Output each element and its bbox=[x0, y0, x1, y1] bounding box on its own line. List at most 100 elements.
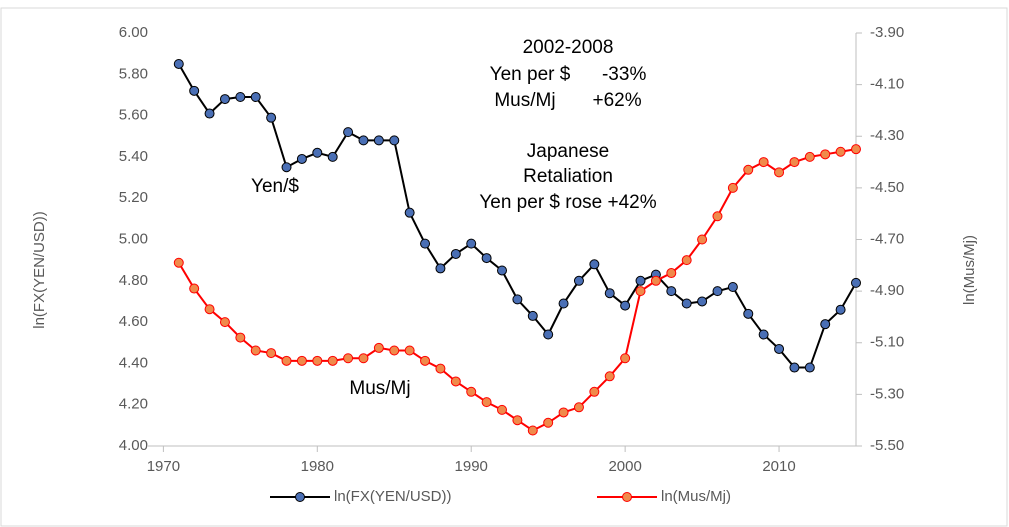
point bbox=[266, 348, 277, 359]
point bbox=[650, 275, 661, 286]
y-tick-label: 4.20 bbox=[119, 396, 148, 413]
point bbox=[681, 298, 692, 309]
legend-label: ln(FX(YEN/USD)) bbox=[334, 488, 452, 505]
point bbox=[219, 94, 230, 105]
point bbox=[296, 355, 307, 366]
point bbox=[466, 386, 477, 397]
x-tick-label: 2010 bbox=[762, 458, 795, 475]
point bbox=[635, 286, 646, 297]
annotation: Yen per $ rose +42% bbox=[479, 192, 656, 213]
point bbox=[420, 238, 431, 249]
point bbox=[743, 164, 754, 175]
y-tick-label: 5.00 bbox=[119, 230, 148, 247]
point bbox=[435, 363, 446, 374]
point bbox=[481, 397, 492, 408]
point bbox=[820, 149, 831, 160]
point bbox=[312, 355, 323, 366]
point bbox=[835, 304, 846, 315]
point bbox=[219, 317, 230, 328]
point bbox=[250, 345, 261, 356]
legend-marker bbox=[622, 492, 632, 502]
point bbox=[512, 415, 523, 426]
point bbox=[697, 234, 708, 245]
y-tick-label: 5.80 bbox=[119, 65, 148, 82]
point bbox=[697, 296, 708, 307]
y-tick-label: 4.80 bbox=[119, 272, 148, 289]
point bbox=[250, 92, 261, 103]
point bbox=[373, 342, 384, 353]
point bbox=[527, 310, 538, 321]
point bbox=[543, 417, 554, 428]
point bbox=[727, 281, 738, 292]
y2-tick-label: -4.30 bbox=[870, 127, 904, 144]
point bbox=[620, 353, 631, 364]
point bbox=[235, 92, 246, 103]
point bbox=[404, 345, 415, 356]
point bbox=[373, 135, 384, 146]
annotation: Mus/Mj bbox=[349, 378, 410, 399]
point bbox=[481, 253, 492, 264]
point bbox=[789, 362, 800, 373]
point bbox=[743, 308, 754, 319]
point bbox=[758, 157, 769, 168]
point bbox=[281, 162, 292, 173]
point bbox=[466, 238, 477, 249]
point bbox=[327, 355, 338, 366]
point bbox=[789, 157, 800, 168]
point bbox=[358, 353, 369, 364]
point bbox=[358, 135, 369, 146]
point bbox=[173, 257, 184, 268]
annotation: Yen per $ -33% bbox=[490, 64, 647, 85]
y-tick-label: 4.00 bbox=[119, 437, 148, 454]
y2-tick-label: -4.50 bbox=[870, 179, 904, 196]
point bbox=[189, 283, 200, 294]
point bbox=[296, 153, 307, 164]
point bbox=[512, 294, 523, 305]
point bbox=[573, 402, 584, 413]
y2-tick-label: -4.10 bbox=[870, 76, 904, 93]
point bbox=[758, 329, 769, 340]
point bbox=[589, 386, 600, 397]
y-tick-label: 4.60 bbox=[119, 313, 148, 330]
point bbox=[343, 127, 354, 138]
legend-marker bbox=[295, 492, 305, 502]
point bbox=[450, 248, 461, 259]
point bbox=[681, 255, 692, 266]
point bbox=[343, 353, 354, 364]
x-tick-label: 2000 bbox=[608, 458, 641, 475]
point bbox=[774, 343, 785, 354]
y2-tick-label: -5.50 bbox=[870, 437, 904, 454]
point bbox=[235, 332, 246, 343]
point bbox=[204, 108, 215, 119]
x-tick-label: 1980 bbox=[301, 458, 334, 475]
point bbox=[527, 425, 538, 436]
point bbox=[497, 404, 507, 415]
point bbox=[389, 135, 400, 146]
point bbox=[543, 329, 554, 340]
x-tick-label: 1970 bbox=[147, 458, 180, 475]
legend-label: ln(Mus/Mj) bbox=[661, 488, 731, 505]
y-tick-label: 5.40 bbox=[119, 148, 148, 165]
y-tick-label: 4.40 bbox=[119, 354, 148, 371]
point bbox=[727, 182, 738, 193]
point bbox=[851, 277, 861, 288]
point bbox=[620, 300, 631, 311]
point bbox=[281, 355, 292, 366]
point bbox=[420, 355, 431, 366]
point bbox=[820, 319, 831, 330]
point bbox=[558, 407, 569, 418]
annotation: Japanese bbox=[527, 141, 609, 162]
point bbox=[204, 304, 215, 315]
point bbox=[712, 286, 723, 297]
point bbox=[774, 167, 785, 178]
point bbox=[389, 345, 400, 356]
y2-tick-label: -4.90 bbox=[870, 282, 904, 299]
y-tick-label: 5.60 bbox=[119, 107, 148, 124]
x-tick-label: 1990 bbox=[455, 458, 488, 475]
point bbox=[497, 265, 507, 276]
y2-tick-label: -5.10 bbox=[870, 334, 904, 351]
y-tick-label: 5.20 bbox=[119, 189, 148, 206]
point bbox=[712, 211, 723, 222]
annotation: 2002-2008 bbox=[523, 37, 614, 58]
